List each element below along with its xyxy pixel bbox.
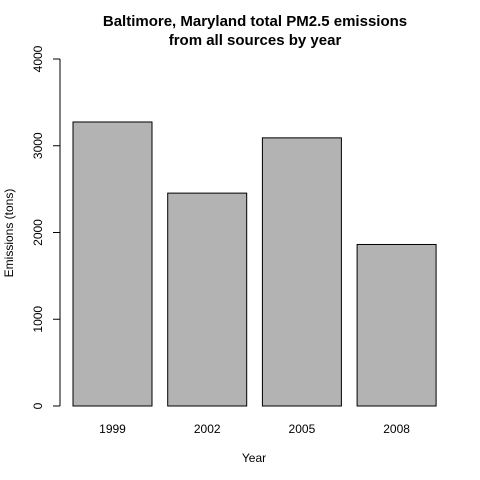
x-axis-tick-labels: 1999 2002 2005 2008	[99, 422, 410, 436]
x-tick-label-1999: 1999	[99, 422, 126, 436]
y-axis-label: Emissions (tons)	[2, 189, 16, 278]
bars-group	[72, 121, 437, 407]
y-tick-label-4000: 4000	[31, 45, 45, 72]
x-tick-label-2002: 2002	[194, 422, 221, 436]
bar-1999	[72, 121, 153, 407]
x-tick-label-2005: 2005	[289, 422, 316, 436]
bar-2002	[167, 192, 248, 407]
y-tick-label-2000: 2000	[31, 219, 45, 246]
chart-subtitle: from all sources by year	[169, 32, 342, 49]
y-tick-label-0: 0	[31, 402, 45, 409]
y-axis: 0 1000 2000 3000 4000	[31, 45, 61, 409]
bar-2005	[261, 137, 342, 407]
y-tick-label-3000: 3000	[31, 132, 45, 159]
y-tick-label-1000: 1000	[31, 306, 45, 333]
bar-2008	[356, 243, 437, 407]
x-tick-label-2008: 2008	[383, 422, 410, 436]
chart-title: Baltimore, Maryland total PM2.5 emission…	[103, 13, 407, 30]
x-axis-label: Year	[242, 451, 266, 465]
